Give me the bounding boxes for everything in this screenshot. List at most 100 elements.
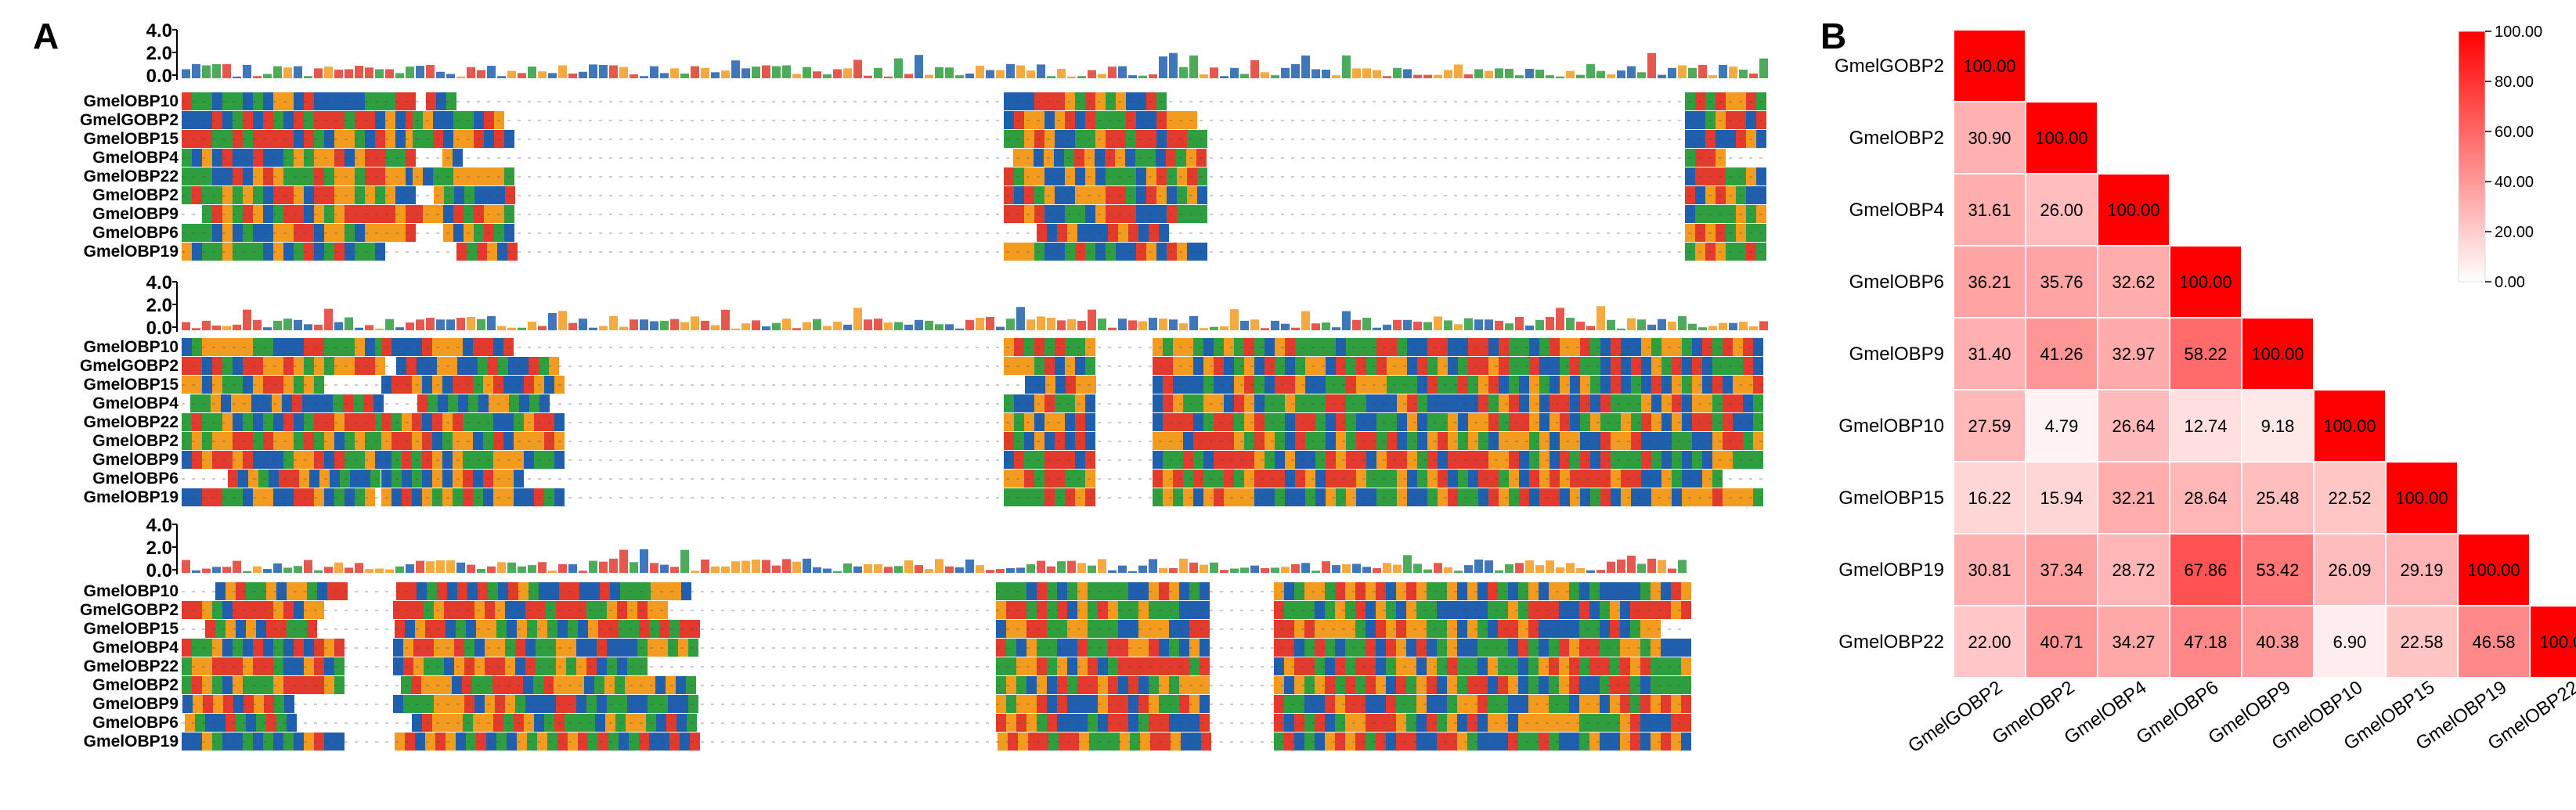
logo-glyph: [1454, 64, 1463, 78]
residue-cell: [1438, 394, 1448, 412]
logo-glyph: [640, 319, 648, 330]
residue-cell: [1067, 620, 1077, 638]
alignment-row: GmelGOBP2: [80, 357, 1763, 375]
residue-cell: [1559, 582, 1569, 600]
logo-glyph: [1586, 63, 1595, 78]
residue-cell: [222, 451, 233, 469]
residue-cell: [1315, 714, 1325, 732]
residue-cell: [202, 186, 212, 204]
residue-cell: [353, 394, 363, 412]
residue-cell: [324, 432, 334, 450]
logo-glyph: [1423, 74, 1432, 78]
logo-glyph: [1037, 316, 1045, 330]
residue-cell: [1682, 394, 1692, 412]
logo-glyph: [884, 76, 893, 78]
residue-cell: [1529, 413, 1539, 431]
residue-cell: [466, 733, 476, 751]
residue-cell: [1336, 432, 1346, 450]
residue-cell: [1508, 620, 1518, 638]
residue-cell: [1589, 714, 1600, 732]
residue-cell: [406, 149, 416, 167]
logo-glyph: [273, 320, 282, 330]
residue-cell: [1600, 601, 1610, 619]
residue-cell: [426, 92, 436, 110]
residue-cell: [215, 714, 225, 732]
heatmap-cell: [1954, 31, 2025, 101]
residue-cell: [1499, 338, 1509, 356]
residue-cell: [527, 733, 537, 751]
residue-cell: [1006, 601, 1016, 619]
residue-cell: [1498, 733, 1508, 751]
residue-cell: [314, 733, 324, 751]
logo-glyph: [640, 76, 648, 78]
residue-cell: [1610, 714, 1620, 732]
residue-cell: [1692, 432, 1702, 450]
residue-cell: [1509, 451, 1519, 469]
logo-glyph: [1373, 567, 1381, 573]
residue-cell: [1539, 695, 1549, 713]
residue-cell: [1457, 676, 1467, 694]
logo-glyph: [1464, 565, 1473, 573]
residue-cell: [395, 130, 406, 148]
residue-cell: [385, 224, 395, 242]
residue-cell: [1570, 451, 1580, 469]
residue-cell: [1478, 357, 1488, 375]
residue-cell: [304, 376, 314, 394]
residue-cell: [1630, 657, 1640, 675]
residue-cell: [297, 582, 307, 600]
panel-b-label: B: [1820, 16, 1846, 56]
logo-glyph: [375, 568, 384, 573]
residue-cell: [1304, 657, 1315, 675]
residue-cell: [519, 394, 529, 412]
heatmap-value-label: 27.59: [1968, 416, 2011, 436]
residue-cell: [529, 357, 539, 375]
residue-cell: [1651, 394, 1661, 412]
residue-cell: [212, 676, 222, 694]
residue-cell: [568, 733, 578, 751]
residue-cell: [1518, 714, 1528, 732]
residue-cell: [1355, 639, 1366, 657]
logo-glyph: [1342, 55, 1351, 78]
residue-cell: [1427, 470, 1438, 488]
residue-cell: [1539, 582, 1549, 600]
residue-cell: [334, 357, 345, 375]
logo-glyph: [579, 319, 587, 330]
residue-cell: [1753, 413, 1763, 431]
residue-cell: [287, 582, 297, 600]
logo-glyph: [1444, 567, 1452, 573]
residue-cell: [448, 394, 458, 412]
residue-cell: [496, 733, 507, 751]
residue-cell: [1467, 639, 1477, 657]
residue-cell: [345, 92, 355, 110]
residue-cell: [1407, 488, 1417, 506]
residue-cell: [1437, 695, 1447, 713]
residue-cell: [294, 657, 304, 675]
heatmap-value-label: 32.97: [2112, 344, 2155, 364]
residue-cell: [1550, 376, 1560, 394]
residue-cell: [1539, 620, 1549, 638]
residue-cell: [1448, 338, 1458, 356]
residue-cell: [395, 205, 406, 223]
residue-cell: [1067, 676, 1077, 694]
residue-cell: [1539, 733, 1549, 751]
residue-cell: [324, 130, 334, 148]
residue-cell: [1098, 714, 1108, 732]
residue-cell: [417, 394, 428, 412]
residue-cell: [1641, 394, 1651, 412]
residue-cell: [1140, 733, 1150, 751]
residue-cell: [243, 413, 253, 431]
logo-glyph: [609, 315, 618, 330]
logo-glyph: [925, 320, 933, 330]
sequence-name: GmelOBP10: [84, 582, 179, 600]
residue-cell: [273, 733, 283, 751]
residue-cell: [1057, 695, 1067, 713]
heatmap-column-labels: GmelGOBP2GmelOBP2GmelOBP4GmelOBP6GmelOBP…: [1904, 677, 2576, 757]
residue-cell: [1016, 639, 1026, 657]
residue-cell: [254, 695, 264, 713]
residue-cell: [1488, 432, 1499, 450]
logo-glyph: [467, 316, 475, 330]
residue-cell: [1304, 620, 1315, 638]
residue-cell: [1467, 695, 1477, 713]
residue-cell: [1366, 620, 1376, 638]
logo-glyph: [1291, 327, 1300, 330]
